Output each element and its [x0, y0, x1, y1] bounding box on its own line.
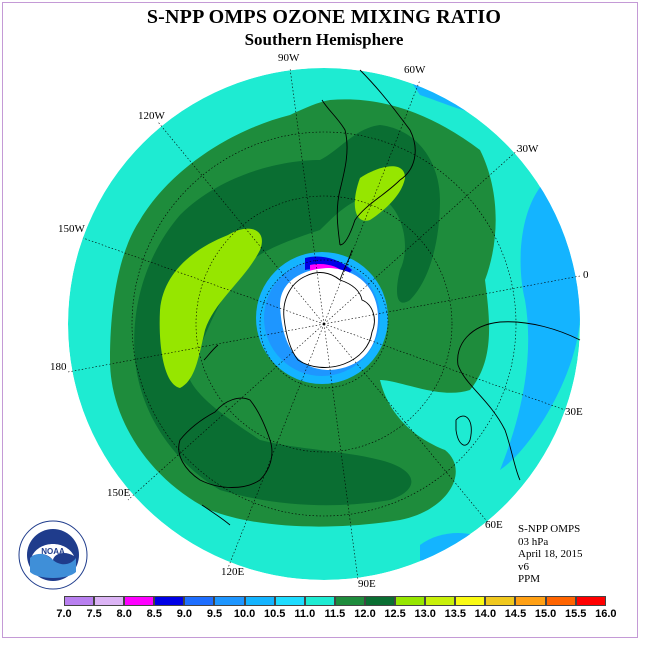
colorbar — [64, 596, 606, 606]
colorbar-segment — [154, 596, 185, 606]
colorbar-label: 7.0 — [56, 608, 72, 620]
colorbar-label: 15.0 — [534, 608, 557, 620]
map-subtitle: Southern Hemisphere — [244, 30, 404, 49]
africa-coast — [457, 321, 581, 481]
lon-label-150w: 150W — [58, 223, 86, 235]
field-darkgreen — [134, 125, 440, 506]
colorbar-segment — [64, 596, 95, 606]
lon-label-120w: 120W — [138, 110, 166, 122]
latitude-circle — [131, 131, 517, 517]
lon-label-120e: 120E — [221, 566, 245, 578]
colorbar-segment — [364, 596, 396, 606]
frame-border — [2, 2, 638, 638]
antarctica-coast — [283, 272, 375, 368]
antarctic-peninsula — [339, 249, 353, 281]
colorbar-segment — [455, 596, 486, 606]
colorbar-segment — [485, 596, 516, 606]
coastlines — [178, 69, 581, 526]
lon-label-90e: 90E — [358, 578, 376, 590]
lon-label-30e: 30E — [565, 406, 583, 418]
colorbar-segment — [94, 596, 125, 606]
colorbar-segment — [274, 596, 305, 606]
lon-label-60e: 60E — [485, 519, 503, 531]
colorbar-label: 10.5 — [263, 608, 286, 620]
noaa-logo: NOAA — [18, 520, 88, 590]
field-max-pacific — [159, 228, 262, 388]
colorbar-label: 14.5 — [504, 608, 527, 620]
latitude-circle — [195, 195, 453, 453]
meridian-line — [323, 323, 491, 526]
colorbar-label: 16.0 — [595, 608, 617, 620]
lon-label-60w: 60W — [404, 64, 426, 76]
madagascar-coast — [455, 415, 472, 446]
colorbar-label: 11.5 — [324, 608, 346, 620]
australia-coast — [178, 397, 273, 488]
meridian-line — [323, 323, 566, 411]
colorbar-segment — [244, 596, 275, 606]
colorbar-label: 13.0 — [414, 608, 436, 620]
colorbar-label: 11.0 — [294, 608, 316, 620]
colorbar-segment — [545, 596, 576, 606]
colorbar-label: 8.0 — [116, 608, 132, 620]
south-america-west-coast — [321, 99, 348, 246]
polar-missing-area — [280, 268, 378, 370]
info-units: PPM — [518, 573, 541, 585]
ozone-field — [68, 68, 580, 580]
lon-label-180: 180 — [50, 361, 67, 373]
meridian-line — [157, 121, 325, 325]
map-title: S-NPP OMPS OZONE MIXING RATIO — [146, 6, 502, 28]
colorbar-label: 14.0 — [474, 608, 497, 620]
info-version: v6 — [518, 560, 529, 573]
latitude-circle — [259, 259, 389, 389]
colorbar-label: 9.0 — [176, 608, 193, 620]
colorbar-label: 10.0 — [233, 608, 256, 620]
info-pressure: 03 hPa — [518, 535, 549, 548]
colorbar-label: 8.5 — [146, 608, 162, 620]
meridian-line — [67, 323, 325, 373]
colorbar-segment — [515, 596, 546, 606]
meridian-line — [323, 323, 359, 581]
colorbar-label: 12.5 — [384, 608, 406, 620]
colorbar-label: 13.5 — [444, 608, 467, 620]
colorbar-segment — [214, 596, 245, 606]
new-zealand-coast — [203, 344, 219, 361]
longitude-labels: 90W 60W 30W 0 30E 60E 90E 120E 150E 180 … — [50, 52, 589, 590]
meridian-line — [323, 275, 581, 325]
colorbar-label: 7.5 — [86, 608, 102, 620]
colorbar-segment — [395, 596, 426, 606]
new-guinea-coast — [201, 504, 231, 526]
info-block: S-NPP OMPS 03 hPa April 18, 2015 v6 PPM — [518, 523, 582, 586]
colorbar-label: 9.5 — [206, 608, 223, 620]
colorbar-segment — [124, 596, 155, 606]
logo-text: NOAA — [41, 547, 65, 556]
field-lightblue-east — [500, 170, 580, 470]
colorbar-segment — [575, 596, 606, 606]
info-instrument: S-NPP OMPS — [518, 523, 581, 535]
lon-label-0: 0 — [583, 269, 589, 281]
colorbar-segment — [184, 596, 215, 606]
colorbar-segment — [425, 596, 456, 606]
colorbar-segment — [304, 596, 335, 606]
lon-label-90w: 90W — [278, 52, 300, 64]
lon-label-30w: 30W — [517, 143, 539, 155]
meridian-line — [289, 67, 325, 325]
info-date: April 18, 2015 — [518, 548, 583, 560]
south-america-east-coast — [339, 69, 416, 246]
colorbar-label: 15.5 — [564, 608, 587, 620]
lon-label-150e: 150E — [107, 487, 131, 499]
colorbar-segment — [334, 596, 365, 606]
colorbar-label: 12.0 — [354, 608, 376, 620]
